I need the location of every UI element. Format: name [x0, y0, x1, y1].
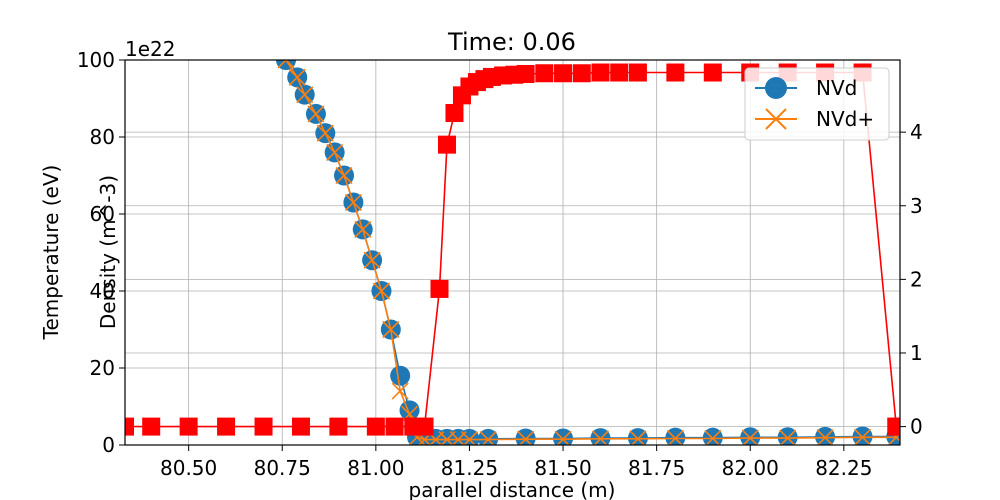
data-point — [628, 63, 647, 82]
data-point — [277, 60, 295, 69]
x-tick-label: 81.25 — [441, 456, 498, 480]
data-point — [288, 68, 306, 86]
legend: NVd NVd+ — [744, 67, 890, 141]
data-point — [430, 279, 449, 298]
data-point — [296, 86, 314, 104]
data-point — [666, 63, 685, 82]
data-point — [777, 427, 798, 445]
data-point — [390, 365, 411, 386]
y-right-tick-label: 2 — [910, 267, 923, 291]
x-tick-label: 81.75 — [628, 456, 685, 480]
data-point — [217, 417, 236, 436]
x-axis-label: parallel distance (m) — [409, 478, 616, 500]
data-point — [142, 417, 161, 436]
data-point — [125, 417, 134, 436]
data-point — [335, 166, 353, 185]
data-point — [704, 429, 722, 445]
data-point — [891, 417, 900, 436]
data-point — [816, 429, 834, 445]
data-point — [179, 417, 198, 436]
plot-frame — [124, 59, 901, 446]
x-tick-label: 80.50 — [160, 456, 217, 480]
y-left-tick-label: 40 — [90, 279, 115, 303]
y-right-tick-label: 4 — [910, 120, 923, 144]
x-tick-label: 81.50 — [534, 456, 591, 480]
x-tick-label: 81.00 — [347, 456, 404, 480]
data-point — [702, 427, 723, 445]
data-point — [572, 64, 591, 83]
series-2 — [125, 63, 900, 436]
data-point — [853, 428, 872, 445]
series-line — [285, 60, 897, 441]
data-point — [627, 428, 648, 445]
legend-label-nvd: NVd — [816, 76, 857, 100]
x-tick-label: 80.75 — [254, 456, 311, 480]
data-point — [344, 193, 362, 212]
data-point — [372, 282, 391, 300]
data-point — [666, 429, 684, 445]
data-point — [326, 143, 344, 161]
data-point — [554, 64, 573, 83]
data-point — [590, 428, 611, 445]
data-point — [852, 426, 873, 445]
data-point — [741, 429, 759, 445]
legend-marker-nvd-plus — [765, 108, 787, 130]
data-point — [591, 430, 610, 445]
y-axis-label-right: Density (m^-3) — [96, 175, 120, 329]
ticks: 80.50 80.75 81.00 81.25 81.50 81.75 82.00 82.25… — [77, 48, 923, 480]
x-tick-label: 82.25 — [815, 456, 872, 480]
data-point — [553, 428, 574, 445]
data-point — [254, 417, 273, 436]
data-point — [415, 417, 434, 436]
data-point — [354, 220, 372, 238]
data-point — [366, 417, 385, 436]
data-point — [515, 428, 536, 445]
y-left-tick-label: 0 — [102, 433, 115, 457]
data-point — [307, 105, 325, 123]
data-point — [329, 417, 348, 436]
series-1 — [277, 60, 900, 445]
y-axis-label-left: Temperature (eV) — [39, 165, 63, 341]
data-point — [535, 64, 554, 83]
data-point — [815, 426, 836, 445]
legend-label-nvd-plus: NVd+ — [816, 107, 874, 131]
data-point — [316, 124, 334, 142]
chart-title: Time: 0.06 — [447, 28, 576, 56]
data-point — [779, 429, 797, 445]
data-point — [478, 428, 499, 445]
legend-marker-nvd — [765, 77, 787, 99]
x-tick-label: 82.00 — [722, 456, 779, 480]
data-point — [363, 251, 381, 269]
series-layer — [125, 60, 900, 445]
data-point — [703, 63, 722, 82]
data-point — [385, 417, 404, 436]
data-point — [665, 427, 686, 445]
y-left-tick-label: 80 — [90, 125, 115, 149]
data-point — [740, 427, 761, 445]
y-right-tick-label: 0 — [910, 415, 923, 439]
y-right-tick-label: 1 — [910, 341, 923, 365]
y-left-tick-label: 20 — [90, 356, 115, 380]
y-left-tick-label: 60 — [90, 202, 115, 226]
data-point — [516, 64, 535, 83]
data-point — [382, 320, 400, 339]
data-point — [445, 104, 464, 123]
y-left-tick-label: 100 — [77, 48, 115, 72]
data-point — [291, 417, 310, 436]
data-point — [610, 63, 629, 82]
offset-text: 1e22 — [125, 37, 175, 61]
y-right-tick-label: 3 — [910, 194, 923, 218]
data-point — [437, 135, 456, 154]
data-point — [391, 382, 409, 400]
data-point — [399, 400, 420, 421]
data-point — [629, 430, 647, 445]
data-point — [591, 63, 610, 82]
